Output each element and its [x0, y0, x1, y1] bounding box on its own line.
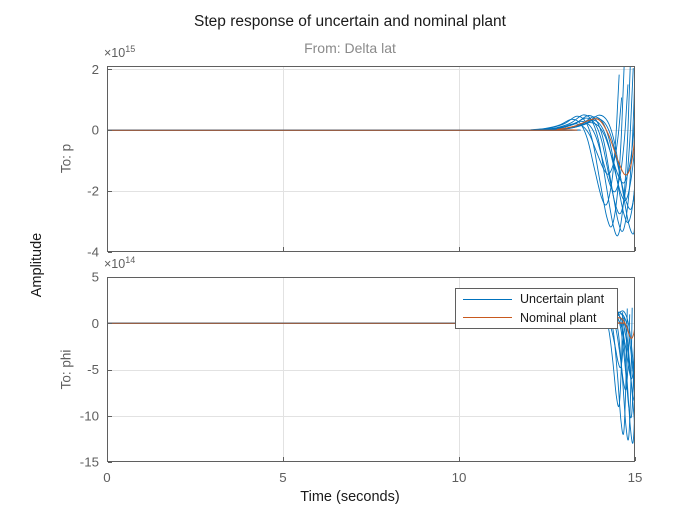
legend-label-nominal-plant: Nominal plant — [520, 310, 597, 325]
subplot-p: 2 0 -2 -4 — [87, 62, 636, 260]
y-tick-label: -5 — [87, 362, 99, 377]
x-axis-label: Time (seconds) — [300, 489, 400, 505]
column-title: From: Delta lat — [304, 40, 396, 56]
y-tick-label: -4 — [87, 245, 99, 260]
uncertain-plant-curve — [107, 66, 635, 224]
axes-frame — [107, 66, 636, 253]
uncertain-plant-curve — [107, 90, 635, 184]
row-label-phi: To: phi — [58, 349, 74, 390]
uncertain-plant-curve — [107, 66, 635, 232]
nominal-plant-curve — [107, 118, 635, 176]
exponent-prefix-bottom: ×10 — [104, 257, 126, 272]
uncertain-plant-curve — [107, 66, 635, 235]
legend-item-uncertain: Uncertain plant — [456, 291, 617, 308]
x-tick-label: 5 — [279, 470, 286, 485]
uncertain-plant-curve — [107, 66, 631, 237]
uncertain-plant-curve — [107, 84, 629, 193]
y-tick-label: -15 — [80, 455, 99, 470]
y-tick-label: 5 — [92, 270, 99, 285]
y-axis-label: Amplitude — [29, 232, 45, 298]
y-tick-label: -10 — [80, 408, 99, 423]
exponent-label-top: ×1015 — [104, 44, 135, 60]
x-tick-label: 10 — [452, 470, 467, 485]
uncertain-plant-curve — [107, 66, 625, 228]
exponent-label-bottom: ×1014 — [104, 255, 135, 271]
legend-line-uncertain-plant — [463, 298, 512, 300]
legend-line-nominal-plant — [463, 317, 512, 319]
chart-title: Step response of uncertain and nominal p… — [194, 13, 506, 30]
axes-frame — [107, 277, 636, 463]
y-tick-label: 0 — [92, 316, 99, 331]
y-tick-label: 2 — [92, 62, 99, 77]
row-label-p: To: p — [58, 143, 74, 174]
uncertain-plant-curve — [107, 74, 620, 206]
exponent-value-top: 15 — [125, 44, 136, 54]
legend: Uncertain plant Nominal plant — [455, 288, 618, 329]
uncertain-plant-curve — [107, 77, 635, 202]
x-tick-label: 15 — [628, 470, 643, 485]
legend-item-nominal: Nominal plant — [456, 309, 617, 326]
legend-label-uncertain-plant: Uncertain plant — [520, 292, 605, 307]
y-tick-label: -2 — [87, 184, 99, 199]
uncertain-plant-curve — [107, 71, 635, 210]
x-tick-label: 0 — [103, 470, 110, 485]
y-tick-label: 0 — [92, 123, 99, 138]
exponent-prefix-top: ×10 — [104, 46, 126, 61]
gridlines — [107, 66, 635, 252]
uncertain-plant-curve — [107, 97, 623, 175]
series-group — [107, 66, 635, 237]
exponent-value-bottom: 14 — [125, 255, 136, 265]
